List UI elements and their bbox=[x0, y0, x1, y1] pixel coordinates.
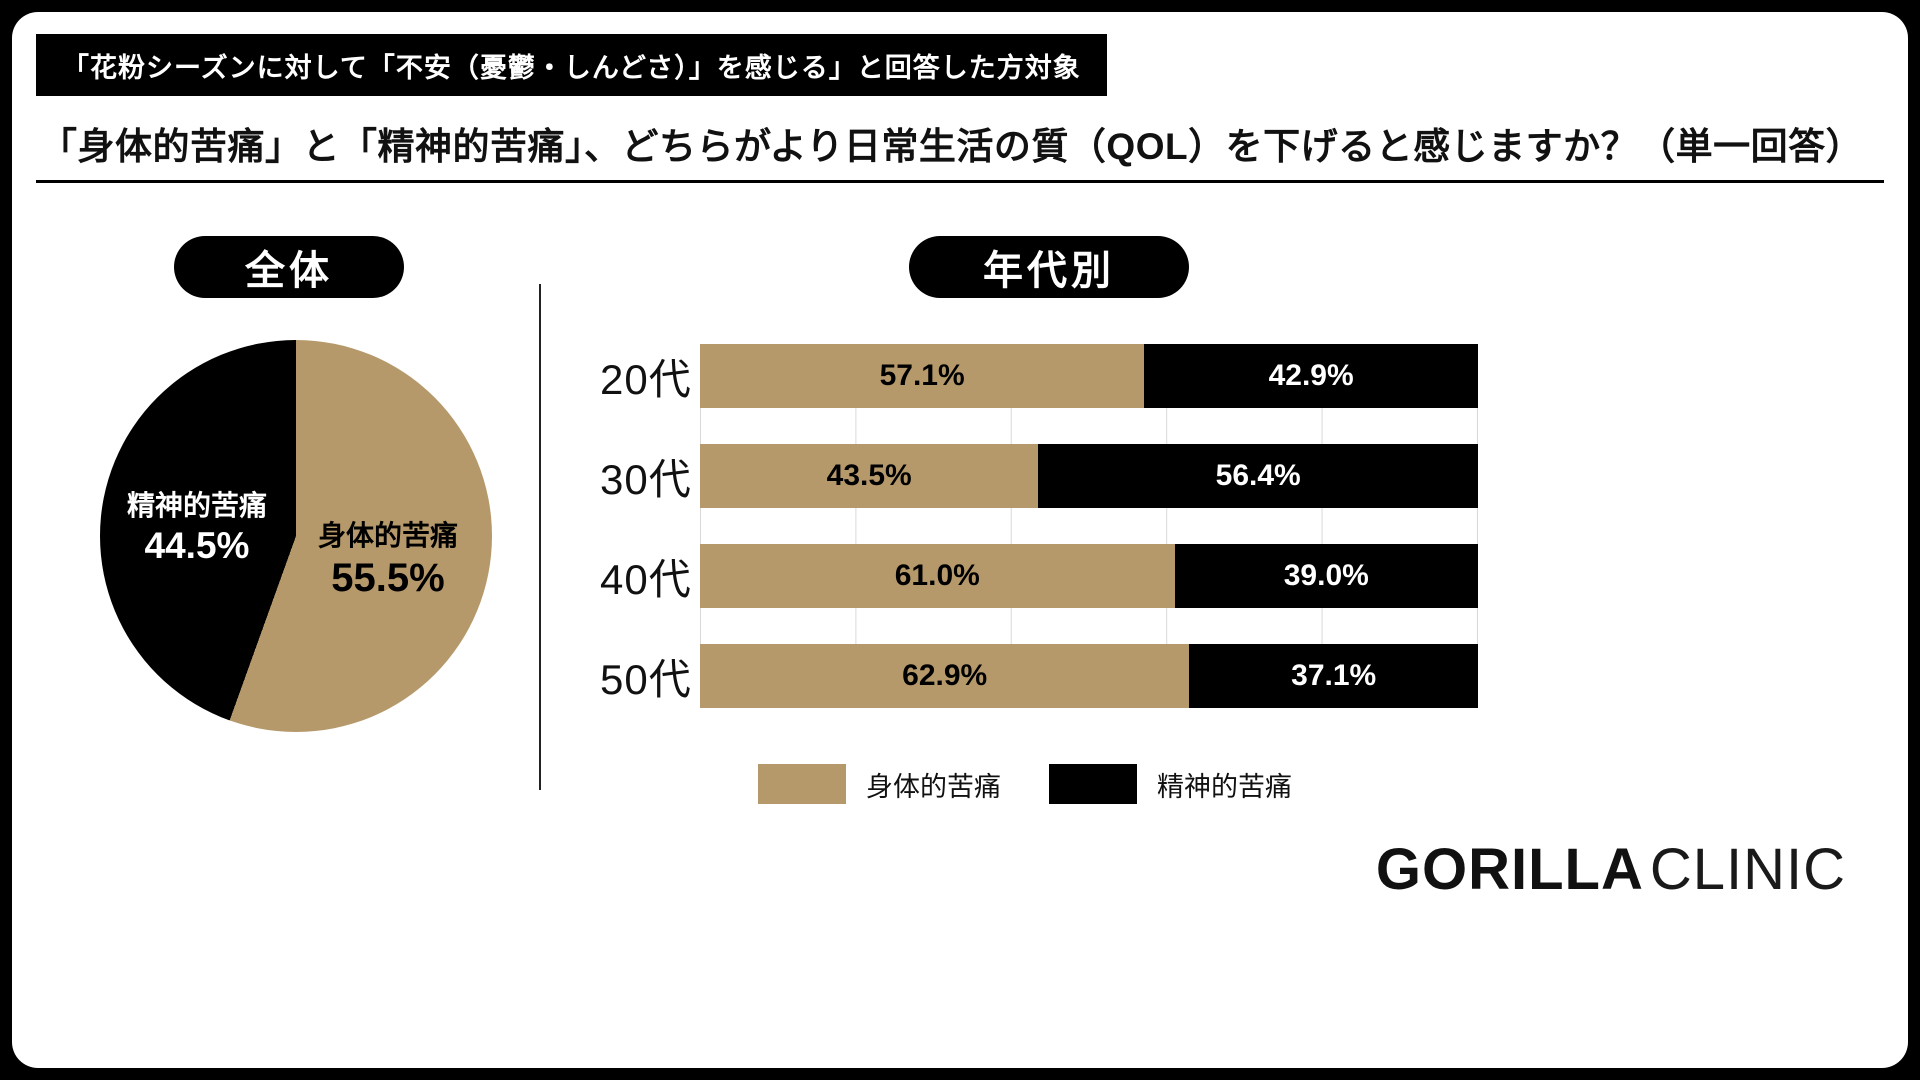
pie-chart bbox=[100, 340, 492, 732]
bar-row-label: 20代 bbox=[600, 355, 692, 403]
logo-clinic: CLINIC bbox=[1649, 837, 1846, 902]
pie-label-mental: 精神的苦痛 44.5% bbox=[102, 488, 292, 569]
segment-value: 61.0% bbox=[894, 559, 980, 592]
bar-track: 61.0% 39.0% bbox=[700, 544, 1478, 608]
bar-segment-physical: 57.1% bbox=[700, 344, 1145, 408]
pie-physical-percent: 55.5% bbox=[331, 556, 445, 600]
pie-chart-wrap: 精神的苦痛 44.5% 身体的苦痛 55.5% bbox=[100, 340, 492, 732]
overall-badge: 全体 bbox=[174, 236, 404, 298]
chart-legend: 身体的苦痛 精神的苦痛 bbox=[600, 764, 1478, 804]
segment-value: 62.9% bbox=[902, 659, 988, 692]
segment-value: 57.1% bbox=[879, 359, 965, 392]
bar-row-30s: 30代 43.5% 56.4% bbox=[600, 444, 1478, 508]
bar-row-label: 30代 bbox=[600, 455, 692, 503]
vertical-divider bbox=[539, 284, 541, 790]
gorilla-clinic-logo: GORILLA CLINIC bbox=[1376, 836, 1846, 903]
title-divider bbox=[36, 180, 1884, 183]
bar-track: 43.5% 56.4% bbox=[700, 444, 1478, 508]
condition-banner: 「花粉シーズンに対して「不安（憂鬱・しんどさ）」を感じる」と回答した方対象 bbox=[36, 34, 1107, 96]
legend-label-physical: 身体的苦痛 bbox=[866, 771, 1001, 802]
segment-value: 39.0% bbox=[1283, 559, 1369, 592]
bar-row-label: 40代 bbox=[600, 555, 692, 603]
segment-value: 37.1% bbox=[1291, 659, 1377, 692]
bar-segment-physical: 62.9% bbox=[700, 644, 1190, 708]
segment-value: 42.9% bbox=[1268, 359, 1354, 392]
legend-swatch-mental bbox=[1049, 764, 1137, 804]
segment-value: 43.5% bbox=[826, 459, 912, 492]
bar-segment-physical: 61.0% bbox=[700, 544, 1175, 608]
bar-segment-mental: 37.1% bbox=[1189, 644, 1478, 708]
bar-chart: 20代 57.1% 42.9% 30代 43.5% 56.4% 40代 61.0… bbox=[600, 344, 1478, 708]
logo-gorilla: GORILLA bbox=[1375, 837, 1644, 902]
segment-value: 56.4% bbox=[1215, 459, 1301, 492]
pie-mental-name: 精神的苦痛 bbox=[126, 490, 267, 521]
bar-segment-physical: 43.5% bbox=[700, 444, 1039, 508]
bar-row-20s: 20代 57.1% 42.9% bbox=[600, 344, 1478, 408]
legend-swatch-physical bbox=[758, 764, 846, 804]
pie-label-physical: 身体的苦痛 55.5% bbox=[288, 518, 488, 603]
pie-mental-percent: 44.5% bbox=[144, 525, 250, 566]
bar-segment-mental: 39.0% bbox=[1174, 544, 1478, 608]
bar-row-40s: 40代 61.0% 39.0% bbox=[600, 544, 1478, 608]
bar-row-label: 50代 bbox=[600, 655, 692, 703]
legend-label-mental: 精神的苦痛 bbox=[1157, 771, 1292, 802]
age-badge: 年代別 bbox=[909, 236, 1189, 298]
bar-segment-mental: 42.9% bbox=[1144, 344, 1478, 408]
bar-row-50s: 50代 62.9% 37.1% bbox=[600, 644, 1478, 708]
bar-track: 57.1% 42.9% bbox=[700, 344, 1478, 408]
bar-segment-mental: 56.4% bbox=[1038, 444, 1478, 508]
pie-physical-name: 身体的苦痛 bbox=[317, 520, 458, 551]
condition-banner-text: 「花粉シーズンに対して「不安（憂鬱・しんどさ）」を感じる」と回答した方対象 bbox=[62, 52, 1081, 83]
infographic-card: 「花粉シーズンに対して「不安（憂鬱・しんどさ）」を感じる」と回答した方対象 「身… bbox=[12, 12, 1908, 1068]
page-title: 「身体的苦痛」と「精神的苦痛」、どちらがより日常生活の質（QOL）を下げると感じ… bbox=[40, 126, 1864, 167]
bar-track: 62.9% 37.1% bbox=[700, 644, 1478, 708]
